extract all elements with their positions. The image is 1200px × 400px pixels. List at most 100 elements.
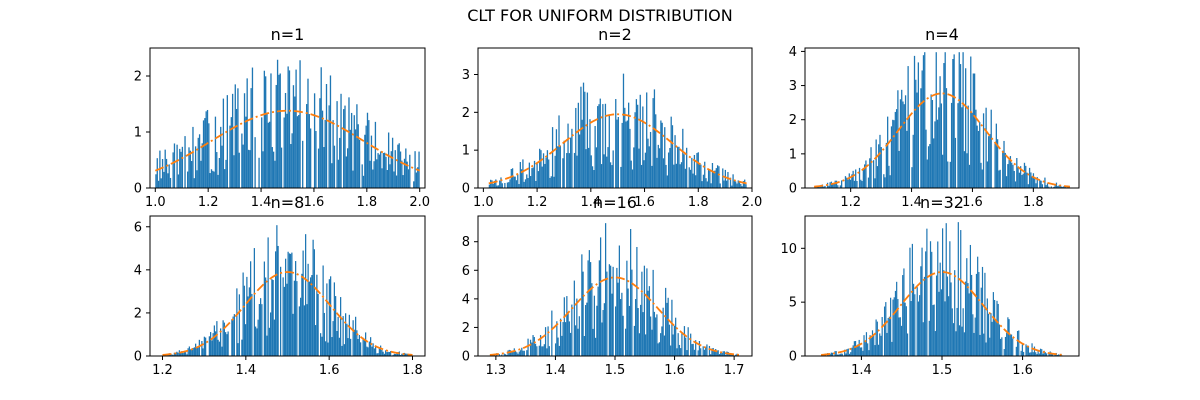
histogram-bar [962,308,964,356]
histogram-bar [233,314,235,356]
histogram-bar [667,152,670,188]
histogram-bar [181,351,183,356]
histogram-bar [160,178,162,188]
histogram-bar [989,134,991,188]
histogram-bar [885,142,888,188]
histogram-bar [216,321,218,356]
histogram-bar [954,137,957,188]
histogram-bar [522,350,524,356]
histogram-bar [660,120,662,188]
histogram-bar [323,312,325,356]
histogram-bar [516,352,518,356]
histogram-bar [1022,173,1024,188]
histogram-bar [308,281,310,356]
histogram-bar [618,245,620,356]
histogram-bar [498,354,500,356]
histogram-bar [347,338,349,356]
histogram-bar [265,277,267,356]
histogram-bar [725,354,727,356]
histogram-bar [358,334,360,356]
histogram-bar [904,95,907,188]
histogram-bar [197,137,199,188]
histogram-bar [1035,183,1037,188]
histogram-bar [253,248,255,356]
histogram-bar [945,88,948,188]
histogram-bar [205,111,207,188]
histogram-bar [991,321,993,356]
histogram-bar [1027,184,1029,188]
x-tick-label: 1.6 [634,195,655,210]
histogram-bar [247,296,249,356]
histogram-bar [672,334,674,356]
histogram-bar [979,122,981,188]
histogram-bar [966,258,968,356]
histogram-bar [861,181,863,188]
histogram-bar [657,343,659,356]
histogram-bar [548,346,550,356]
histogram-bar [622,73,625,188]
axes-frame [477,47,753,189]
histogram-bar [295,69,297,188]
histogram-bar [973,73,976,188]
histogram-bar [846,177,848,188]
histogram-bar [656,157,658,188]
histogram-bar [395,175,398,188]
histogram-bar [1014,181,1017,188]
histogram-bar [546,348,548,356]
histogram-bar [1018,330,1020,356]
histogram-bar [405,148,407,188]
histogram-bar [1040,180,1042,188]
histogram-bar [655,317,657,356]
histogram-bar [260,298,262,356]
histogram-bar [569,332,572,356]
histogram-bar [976,125,978,188]
histogram-bar [557,337,559,356]
histogram-bar [339,137,341,188]
histogram-bar [874,178,876,188]
histogram-bar [284,92,287,188]
histogram-bar [678,344,681,356]
histogram-bar [301,273,303,356]
histogram-bar [944,301,946,356]
histogram-bar [835,180,838,188]
histogram-bar [290,144,292,188]
histogram-bar [598,260,600,356]
histogram-bar [1054,185,1056,188]
histogram-bar [661,326,663,356]
histogram-bar [203,336,205,356]
histogram-bar [298,306,300,356]
histogram-bar [975,109,977,188]
histogram-bar [1009,334,1011,356]
histogram-bar [579,134,581,188]
histogram-bar [524,179,527,188]
histogram-bar [168,164,170,188]
histogram-bar [282,277,284,356]
histogram-bar [271,279,273,356]
histogram-bar [189,150,191,188]
panel-n4: 1.2 1.4 1.6 1.8 0 1 2 3 4 n=4 [789,25,1080,210]
histogram-bar [551,310,553,356]
histogram-bar [960,230,962,356]
histogram-bar [738,181,741,188]
histogram-bar [951,308,953,356]
histogram-bar [241,339,243,356]
histogram-bar [631,269,633,356]
histogram-bar [533,160,536,188]
histogram-bar [369,160,371,188]
histogram-bar [720,352,722,356]
histogram-bar [653,311,656,356]
histogram-bar [950,282,952,356]
histogram-bar [858,167,861,188]
histogram-bar [927,146,930,188]
histogram-bar [839,185,841,188]
histogram-bar [973,332,975,356]
y-tick-label: 4 [134,263,142,278]
histogram-bar [182,353,184,356]
histogram-bar [566,296,568,356]
histogram-bar [306,104,308,188]
histogram-bar [331,337,333,356]
histogram-bar [549,177,551,188]
histogram-bar [313,93,316,188]
histogram-bar [979,334,981,356]
histogram-bar [388,351,390,356]
